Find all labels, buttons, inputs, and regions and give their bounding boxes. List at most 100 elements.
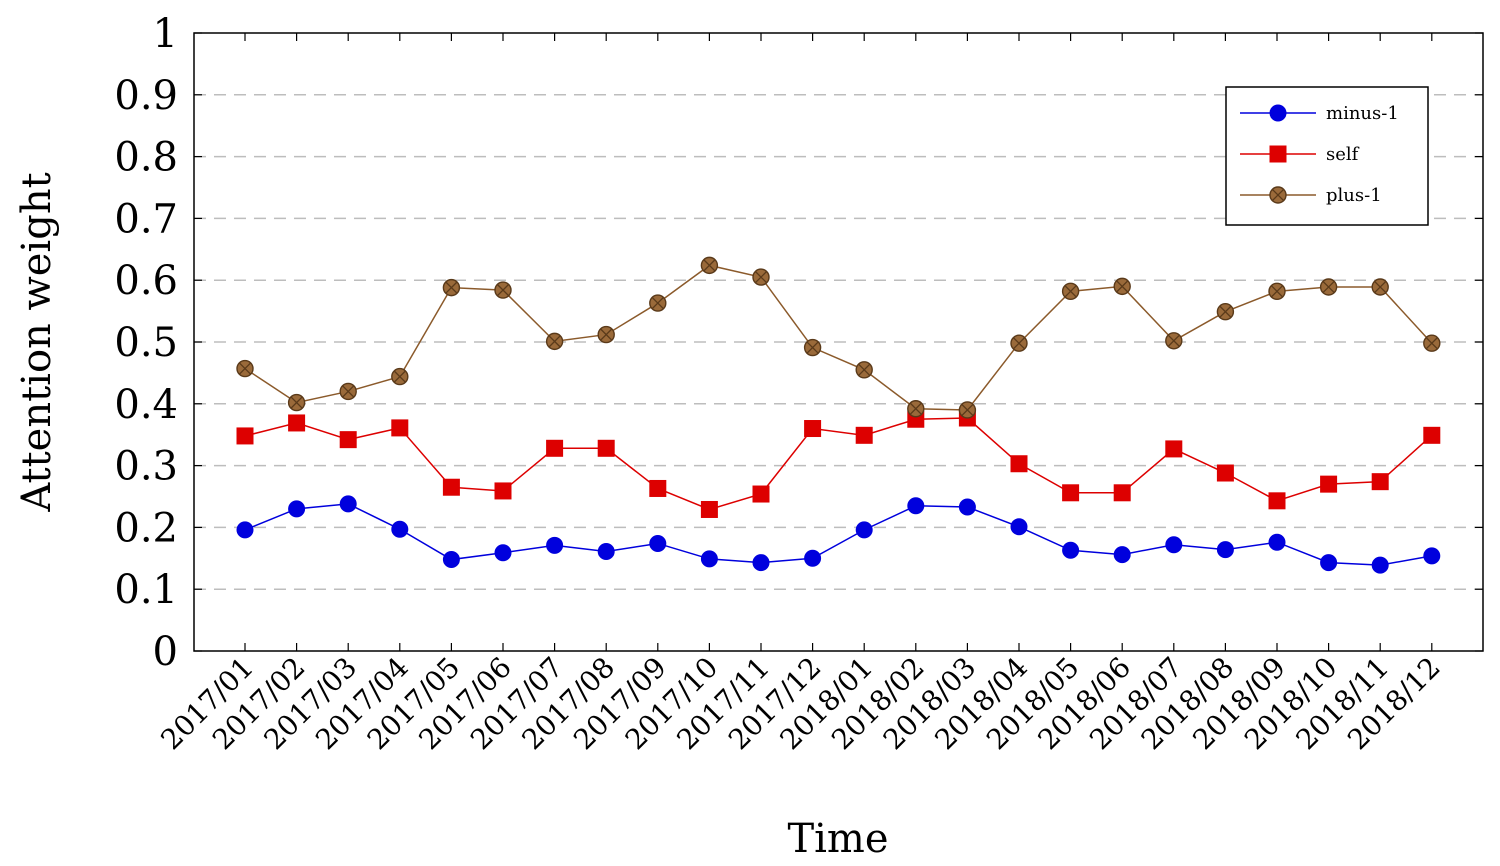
data-point-plus-1 [1061,282,1080,301]
data-point-self [1371,473,1389,491]
data-point-self [494,482,512,500]
y-tick-label: 1 [153,11,178,57]
data-point-plus-1 [649,294,667,312]
data-point-minus-1 [804,549,822,567]
data-point-minus-1 [907,497,925,515]
legend-label-minus-1: minus-1 [1326,103,1399,124]
data-point-minus-1 [1268,533,1286,551]
data-point-minus-1 [1320,554,1338,572]
data-point-self [649,479,667,497]
data-point-minus-1 [958,498,976,516]
data-point-minus-1 [546,536,564,554]
data-point-minus-1 [649,534,667,552]
legend-label-self: self [1326,144,1360,165]
y-tick-label: 0.6 [114,258,178,304]
data-point-self [1423,426,1441,444]
legend-marker-plus-1 [1269,186,1287,204]
data-point-minus-1 [236,521,254,539]
y-axis-ticks: 0 0.1 0.2 0.3 0.4 0.5 0.6 0.7 0.8 0.9 1 [114,11,1483,675]
data-point-plus-1 [1268,282,1286,301]
data-point-self [1216,464,1234,482]
data-point-plus-1 [1010,334,1028,352]
x-axis-label: Time [787,816,888,862]
data-point-minus-1 [494,544,512,562]
y-tick-label: 0.8 [114,135,178,181]
data-point-self [700,500,718,518]
data-point-self [546,439,564,457]
data-point-plus-1 [1165,332,1183,350]
data-point-self [339,431,357,449]
data-point-plus-1 [958,401,977,419]
series-line-self [244,417,1433,511]
data-point-plus-1 [494,281,512,299]
data-point-self [288,414,306,432]
y-tick-label: 0.3 [114,444,178,490]
data-point-minus-1 [1010,518,1028,536]
legend-marker-minus-1 [1269,104,1287,122]
data-point-plus-1 [700,256,719,275]
data-point-self [597,439,615,457]
y-tick-label: 0.1 [114,567,178,613]
data-point-self [1062,484,1080,502]
series-self [236,409,1441,518]
data-point-minus-1 [855,521,873,539]
data-point-self [855,426,873,444]
data-point-plus-1 [907,400,925,418]
y-tick-label: 0.4 [114,382,178,428]
y-tick-label: 0.5 [114,320,178,366]
series-minus-1 [236,495,1441,574]
data-point-plus-1 [391,367,409,386]
y-tick-label: 0.9 [114,73,178,119]
data-point-minus-1 [1165,536,1183,554]
y-tick-label: 0 [153,629,178,675]
data-point-self [752,485,770,503]
legend-marker-self [1269,145,1287,163]
data-point-minus-1 [288,500,306,518]
legend-box [1225,86,1429,226]
legend-label-plus-1: plus-1 [1326,185,1382,206]
data-point-self [1010,455,1028,473]
gridlines [194,94,1483,590]
series-plus-1 [236,256,1441,419]
data-point-minus-1 [1113,546,1131,564]
data-point-self [804,420,822,438]
data-point-minus-1 [700,550,718,568]
data-point-minus-1 [1216,541,1234,559]
data-point-self [1165,440,1183,458]
data-point-minus-1 [339,495,357,513]
y-tick-label: 0.2 [114,505,178,551]
legend: minus-1 self plus-1 [1225,86,1429,226]
data-point-self [1320,475,1338,493]
data-point-minus-1 [1371,556,1389,574]
data-point-plus-1 [1371,278,1389,296]
data-point-plus-1 [1423,334,1441,352]
data-point-plus-1 [1319,278,1338,296]
data-point-minus-1 [391,520,409,538]
data-point-self [1113,484,1131,502]
series-line-minus-1 [244,503,1432,566]
data-point-plus-1 [803,338,822,357]
data-point-minus-1 [1062,541,1080,559]
data-point-self [391,419,409,437]
data-point-plus-1 [597,325,615,344]
data-point-plus-1 [339,382,357,401]
data-point-plus-1 [545,332,564,351]
data-point-minus-1 [1423,547,1441,565]
series-lines [236,256,1441,574]
data-point-plus-1 [1113,277,1131,296]
data-point-self [236,427,254,445]
series-line-plus-1 [244,264,1433,411]
data-point-self [1268,492,1286,510]
data-point-plus-1 [752,268,770,286]
plot-frame [193,32,1484,652]
data-point-minus-1 [597,543,615,561]
y-tick-label: 0.7 [114,196,178,242]
data-point-plus-1 [287,393,306,412]
y-axis-label: Attention weight [14,172,60,512]
data-point-plus-1 [236,359,254,378]
data-point-minus-1 [442,551,460,569]
data-point-self [442,478,460,496]
data-point-plus-1 [855,361,873,379]
data-point-plus-1 [1216,303,1235,321]
